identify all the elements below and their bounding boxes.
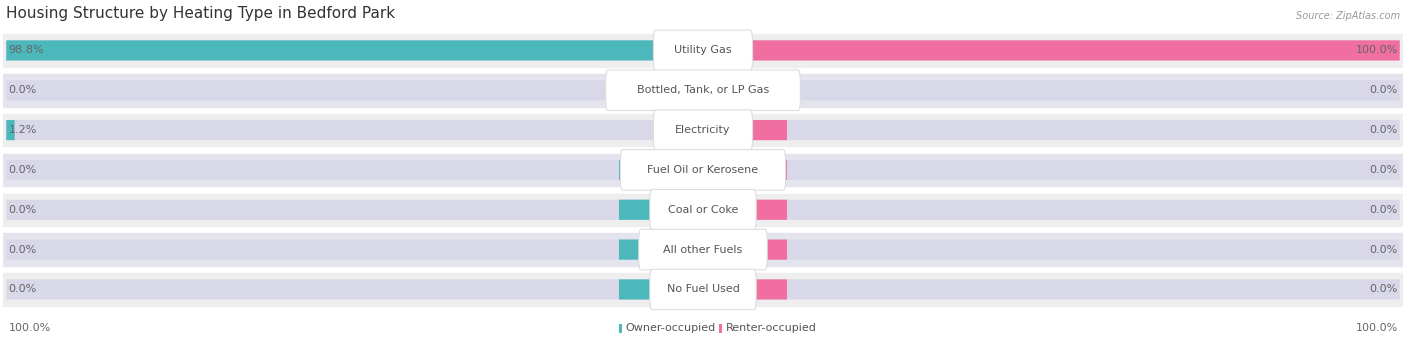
- FancyBboxPatch shape: [6, 40, 695, 60]
- Text: No Fuel Used: No Fuel Used: [666, 284, 740, 294]
- FancyBboxPatch shape: [619, 239, 675, 260]
- Bar: [3, 114, 1403, 146]
- FancyBboxPatch shape: [731, 279, 787, 299]
- FancyBboxPatch shape: [6, 120, 14, 140]
- Text: 0.0%: 0.0%: [1369, 244, 1398, 255]
- Text: 0.0%: 0.0%: [1369, 85, 1398, 95]
- FancyBboxPatch shape: [6, 80, 1400, 100]
- Text: 0.0%: 0.0%: [1369, 284, 1398, 294]
- FancyBboxPatch shape: [606, 70, 800, 110]
- Text: 100.0%: 100.0%: [1355, 323, 1398, 333]
- Text: Fuel Oil or Kerosene: Fuel Oil or Kerosene: [647, 165, 759, 175]
- Text: 0.0%: 0.0%: [8, 205, 37, 215]
- Bar: [3, 273, 1403, 306]
- FancyBboxPatch shape: [654, 110, 752, 150]
- FancyBboxPatch shape: [6, 40, 1400, 60]
- FancyBboxPatch shape: [731, 120, 787, 140]
- FancyBboxPatch shape: [650, 269, 756, 310]
- FancyBboxPatch shape: [6, 120, 1400, 140]
- FancyBboxPatch shape: [720, 324, 723, 332]
- Text: Utility Gas: Utility Gas: [675, 45, 731, 56]
- Text: Owner-occupied: Owner-occupied: [626, 323, 716, 333]
- FancyBboxPatch shape: [620, 150, 786, 190]
- Text: 0.0%: 0.0%: [8, 284, 37, 294]
- Text: Bottled, Tank, or LP Gas: Bottled, Tank, or LP Gas: [637, 85, 769, 95]
- Bar: [3, 233, 1403, 266]
- FancyBboxPatch shape: [731, 160, 787, 180]
- Text: 98.8%: 98.8%: [8, 45, 44, 56]
- Text: 0.0%: 0.0%: [8, 244, 37, 255]
- Text: 0.0%: 0.0%: [1369, 125, 1398, 135]
- FancyBboxPatch shape: [619, 80, 675, 100]
- Bar: [3, 193, 1403, 226]
- Text: Coal or Coke: Coal or Coke: [668, 205, 738, 215]
- Text: 0.0%: 0.0%: [1369, 165, 1398, 175]
- FancyBboxPatch shape: [6, 200, 1400, 220]
- Text: All other Fuels: All other Fuels: [664, 244, 742, 255]
- Text: 100.0%: 100.0%: [8, 323, 51, 333]
- Text: 0.0%: 0.0%: [8, 85, 37, 95]
- Bar: [3, 154, 1403, 186]
- Text: 0.0%: 0.0%: [1369, 205, 1398, 215]
- Bar: [3, 74, 1403, 106]
- FancyBboxPatch shape: [6, 279, 1400, 299]
- FancyBboxPatch shape: [619, 160, 675, 180]
- FancyBboxPatch shape: [650, 190, 756, 230]
- Text: Source: ZipAtlas.com: Source: ZipAtlas.com: [1295, 11, 1400, 21]
- FancyBboxPatch shape: [638, 229, 768, 270]
- FancyBboxPatch shape: [6, 160, 1400, 180]
- Text: 100.0%: 100.0%: [1355, 45, 1398, 56]
- Text: Housing Structure by Heating Type in Bedford Park: Housing Structure by Heating Type in Bed…: [6, 6, 395, 21]
- FancyBboxPatch shape: [619, 279, 675, 299]
- FancyBboxPatch shape: [619, 324, 621, 332]
- Text: Renter-occupied: Renter-occupied: [725, 323, 817, 333]
- FancyBboxPatch shape: [6, 239, 1400, 260]
- FancyBboxPatch shape: [731, 200, 787, 220]
- Bar: [3, 34, 1403, 67]
- Text: 0.0%: 0.0%: [8, 165, 37, 175]
- FancyBboxPatch shape: [731, 239, 787, 260]
- FancyBboxPatch shape: [703, 40, 1400, 60]
- Text: Electricity: Electricity: [675, 125, 731, 135]
- FancyBboxPatch shape: [731, 80, 787, 100]
- FancyBboxPatch shape: [654, 30, 752, 71]
- FancyBboxPatch shape: [619, 200, 675, 220]
- Text: 1.2%: 1.2%: [8, 125, 37, 135]
